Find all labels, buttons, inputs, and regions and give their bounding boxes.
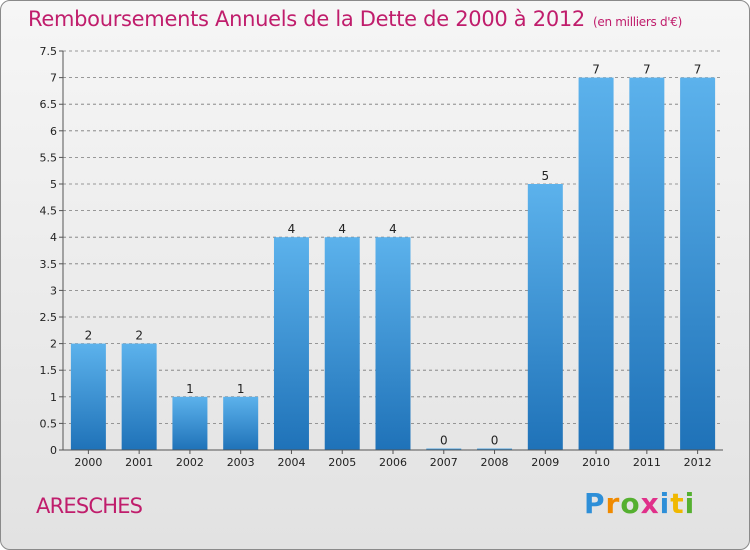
logo-letter: P xyxy=(584,487,606,520)
x-tick-label-2010: 2010 xyxy=(582,456,610,469)
data-label-2004: 4 xyxy=(288,222,296,236)
axes xyxy=(59,50,723,454)
data-label-2009: 5 xyxy=(541,169,549,183)
x-tick-label-2003: 2003 xyxy=(227,456,255,469)
data-label-2010: 7 xyxy=(592,63,600,77)
logo-letter: i xyxy=(659,487,671,520)
logo-letter: o xyxy=(620,487,641,520)
y-tick-label: 6.5 xyxy=(40,98,58,111)
bar-2000 xyxy=(70,343,106,450)
x-tick-label-2000: 2000 xyxy=(74,456,102,469)
bar-2009 xyxy=(527,184,563,450)
data-label-2007: 0 xyxy=(440,434,448,448)
y-tick-label: 2 xyxy=(50,338,57,351)
logo-letter: x xyxy=(640,487,660,520)
y-tick-label: 2.5 xyxy=(40,311,58,324)
bar-2005 xyxy=(324,237,360,450)
y-tick-label: 7 xyxy=(50,72,57,85)
bar-2007 xyxy=(426,448,462,450)
y-tick-label: 3 xyxy=(50,284,57,297)
bar-2003 xyxy=(223,396,259,450)
chart-title: Remboursements Annuels de la Dette de 20… xyxy=(28,7,682,31)
data-label-2008: 0 xyxy=(491,434,499,448)
bar-2001 xyxy=(121,343,157,450)
data-label-2003: 1 xyxy=(237,382,245,396)
data-label-2006: 4 xyxy=(389,222,397,236)
bar-2006 xyxy=(375,237,411,450)
x-tick-label-2007: 2007 xyxy=(430,456,458,469)
chart-unit: (en milliers d'€) xyxy=(593,15,683,29)
x-tick-label-2011: 2011 xyxy=(633,456,661,469)
bar-2011 xyxy=(629,77,665,450)
x-tick-label-2012: 2012 xyxy=(684,456,712,469)
y-tick-label: 5 xyxy=(50,178,57,191)
x-tick-label-2004: 2004 xyxy=(277,456,305,469)
x-tick-label-2009: 2009 xyxy=(531,456,559,469)
y-tick-label: 5.5 xyxy=(40,151,58,164)
bars xyxy=(70,77,716,450)
data-label-2001: 2 xyxy=(135,329,143,343)
logo-letter: r xyxy=(605,487,621,520)
y-tick-label: 3.5 xyxy=(40,258,58,271)
data-label-2012: 7 xyxy=(694,63,702,77)
bar-2008 xyxy=(477,448,513,450)
y-tick-label: 0 xyxy=(50,444,57,457)
x-tick-label-2005: 2005 xyxy=(328,456,356,469)
y-tick-label: 1 xyxy=(50,391,57,404)
chart-title-text: Remboursements Annuels de la Dette de 20… xyxy=(28,7,585,31)
y-tick-label: 4 xyxy=(50,231,57,244)
y-tick-label: 1.5 xyxy=(40,364,58,377)
x-tick-label-2008: 2008 xyxy=(481,456,509,469)
proxiti-logo: Proxiti xyxy=(584,487,695,520)
logo-letter: i xyxy=(684,487,696,520)
data-label-2011: 7 xyxy=(643,63,651,77)
x-tick-label-2002: 2002 xyxy=(176,456,204,469)
bar-2002 xyxy=(172,396,208,450)
commune-name: ARESCHES xyxy=(36,494,143,518)
labels: 0 0.5 1 1.5 2 2.5 3 3.5 4 4.5 5 5.5 6 6.5 7 7.5 2 2000 2 20… xyxy=(40,45,712,469)
x-tick-label-2001: 2001 xyxy=(125,456,153,469)
bar-2010 xyxy=(578,77,614,450)
y-tick-label: 4.5 xyxy=(40,205,58,218)
data-label-2000: 2 xyxy=(85,329,93,343)
x-tick-label-2006: 2006 xyxy=(379,456,407,469)
bar-2004 xyxy=(273,237,309,450)
y-tick-label: 7.5 xyxy=(40,45,58,58)
logo-letter: t xyxy=(670,487,685,520)
data-label-2002: 1 xyxy=(186,382,194,396)
data-label-2005: 4 xyxy=(338,222,346,236)
bar-2012 xyxy=(680,77,716,450)
y-tick-label: 0.5 xyxy=(40,417,58,430)
y-tick-label: 6 xyxy=(50,125,57,138)
